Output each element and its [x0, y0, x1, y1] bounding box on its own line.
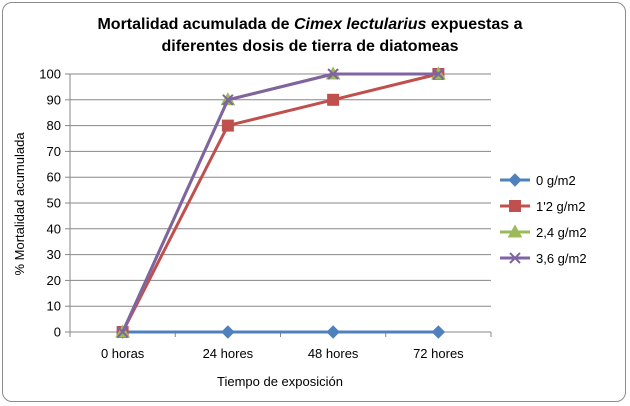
chart-title-species: Cimex lectularius — [293, 16, 427, 33]
series-line-1-2-g-m2 — [121, 72, 439, 333]
data-point-3-6-g-m2-24-hores — [222, 94, 234, 106]
legend-marker-0-g-m2 — [508, 173, 522, 187]
y-axis-title: % Mortalidad acumulada — [12, 132, 27, 276]
legend-item-0-g-m2: 0 g/m2 — [500, 173, 576, 188]
series-2-4-g-m2 — [115, 66, 446, 338]
legend-item-3-6-g-m2: 3,6 g/m2 — [500, 251, 587, 266]
y-tick-label-20: 20 — [47, 273, 61, 288]
y-tick-label-0: 0 — [54, 325, 61, 340]
data-point-3-6-g-m2-0-horas — [116, 326, 129, 338]
data-point-0-g-m2-48-hores — [326, 325, 340, 339]
chart-frame — [2, 2, 626, 402]
y-tick-label-40: 40 — [47, 221, 61, 236]
data-point-3-6-g-m2-72-hores — [432, 68, 445, 80]
x-tick-label-0-horas: 0 horas — [101, 346, 145, 361]
x-axis-title: Tiempo de exposición — [217, 374, 343, 389]
y-tick-label-30: 30 — [47, 247, 61, 262]
x-tick-labels: 0 horas 24 hores 48 hores 72 hores — [101, 346, 464, 361]
legend-item-2-4-g-m2: 2,4 g/m2 — [500, 224, 587, 240]
series-line-3-6-g-m2 — [121, 72, 439, 333]
legend-marker-1-2-g-m2 — [509, 200, 521, 212]
y-tick-label-70: 70 — [47, 144, 61, 159]
data-point-1-2-g-m2-24-hores — [221, 119, 234, 132]
series-group — [115, 66, 446, 339]
series-3-6-g-m2 — [116, 68, 445, 338]
legend-item-1-2-g-m2: 1'2 g/m2 — [500, 199, 585, 214]
chart-title-suffix: expuestas a — [426, 16, 523, 33]
data-point-1-2-g-m2-48-hores — [327, 93, 340, 106]
gridlines — [70, 73, 491, 307]
legend-label-2-4-g-m2: 2,4 g/m2 — [536, 225, 587, 240]
chart-title-prefix: Mortalidad acumulada de — [97, 16, 294, 33]
legend-label-3-6-g-m2: 3,6 g/m2 — [536, 251, 587, 266]
chart-title: Mortalidad acumulada de Cimex lectulariu… — [60, 14, 560, 58]
y-tick-label-90: 90 — [47, 92, 61, 107]
x-tick-label-24-hores: 24 hores — [203, 346, 254, 361]
y-tick-label-60: 60 — [47, 170, 61, 185]
data-point-3-6-g-m2-48-hores — [327, 68, 339, 80]
legend-label-1-2-g-m2: 1'2 g/m2 — [536, 199, 585, 214]
chart-title-line2: diferentes dosis de tierra de diatomeas — [161, 38, 459, 55]
y-tick-label-50: 50 — [47, 196, 61, 211]
y-tick-label-10: 10 — [47, 299, 61, 314]
data-point-0-g-m2-72-hores — [431, 325, 446, 339]
legend-label-0-g-m2: 0 g/m2 — [536, 173, 576, 188]
y-tick-label-80: 80 — [47, 118, 61, 133]
y-tick-labels: 0 10 20 30 40 50 60 70 80 90 100 — [39, 67, 61, 340]
data-point-0-g-m2-24-hores — [221, 325, 235, 339]
legend-marker-2-4-g-m2 — [507, 224, 523, 238]
legend: 0 g/m2 1'2 g/m2 2,4 g/m2 3,6 g/m2 — [500, 173, 587, 266]
x-tick-label-72-hores: 72 hores — [413, 346, 464, 361]
x-tick-label-48-hores: 48 hores — [308, 346, 359, 361]
legend-marker-3-6-g-m2 — [509, 252, 521, 264]
y-tick-label-100: 100 — [39, 67, 61, 82]
